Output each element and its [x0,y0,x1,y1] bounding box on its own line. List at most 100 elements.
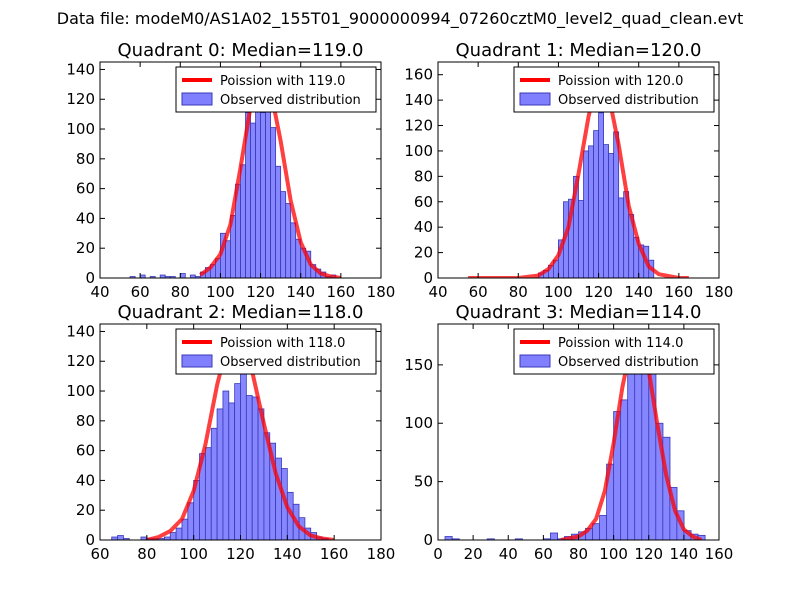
x-tick-label: 160 [320,545,349,563]
axes-frame [99,61,382,279]
x-tick-label: 120 [246,283,275,301]
x-tick-label: 20 [464,545,483,563]
x-tick-label: 120 [226,545,255,563]
y-tick-label: 40 [76,471,95,489]
x-tick-label: 0 [433,545,443,563]
x-tick-label: 140 [624,283,653,301]
y-tick-label: 140 [404,91,433,109]
legend-observed-swatch [519,354,551,368]
legend-observed-label: Observed distribution [220,355,361,370]
histogram-bar [240,164,246,278]
chart-panel-3: 0 20 40 60 80 100 120 140 160 0 50 100 150 Quadrant 3… [404,302,733,563]
plot-content [111,333,335,540]
x-tick-label: 40 [90,283,109,301]
histogram-bar [225,240,231,278]
histogram-bar [222,390,230,540]
histogram-bar [627,364,636,540]
y-tick-label: 80 [76,150,95,168]
y-tick-label: 20 [414,244,433,262]
histogram-bar [265,110,272,278]
x-tick-label: 40 [428,283,447,301]
histogram-bar [588,145,594,278]
y-tick-label: 0 [423,269,433,287]
y-tick-label: 0 [85,269,95,287]
histogram-bar [608,153,615,278]
histogram-bar [641,364,650,540]
histogram-bar [275,165,282,278]
chart-title: Quadrant 0: Median=119.0 [118,40,364,61]
y-tick-label: 80 [76,412,95,430]
x-tick-label: 180 [367,545,396,563]
y-tick-label: 100 [404,142,433,160]
x-tick-label: 40 [499,545,518,563]
legend-poisson-label: Poission with 114.0 [558,336,683,351]
histogram-bar [593,130,599,278]
x-tick-label: 80 [137,545,156,563]
histogram-bar [210,427,218,540]
x-tick-label: 180 [367,283,396,301]
x-tick-label: 160 [705,545,734,563]
x-tick-label: 180 [705,283,734,301]
x-tick-label: 60 [469,283,488,301]
x-tick-label: 160 [327,283,356,301]
histogram-bar [169,532,177,540]
histogram-bar [290,222,297,278]
figure-suptitle: Data file: modeM0/AS1A02_155T01_90000009… [57,9,743,29]
x-tick-label: 80 [171,283,190,301]
x-tick-label: 80 [509,283,528,301]
histogram-bar [486,538,495,540]
histogram-bar [603,144,610,278]
x-tick-label: 100 [544,283,573,301]
histogram-bar [592,523,601,540]
y-tick-label: 60 [76,180,95,198]
x-tick-label: 100 [179,545,208,563]
x-tick-label: 60 [90,545,109,563]
histogram-bar [578,200,584,278]
histogram-bar [204,447,212,540]
histogram-bar [620,399,629,540]
histogram-bar [234,383,241,540]
legend-poisson-label: Poission with 118.0 [220,336,345,351]
legend-observed-swatch [181,92,213,106]
histogram-bar [285,203,292,278]
x-tick-label: 60 [534,545,553,563]
legend-poisson-label: Poission with 119.0 [220,74,345,89]
legend-observed-swatch [519,92,551,106]
y-tick-label: 120 [66,90,95,108]
y-tick-label: 50 [414,473,433,491]
legend-observed-label: Observed distribution [220,93,361,108]
histogram-bar [255,101,261,278]
histogram-bar [187,502,195,540]
y-tick-label: 100 [66,382,95,400]
y-tick-label: 100 [66,120,95,138]
y-tick-label: 120 [66,352,95,370]
histogram-bar [175,527,183,540]
x-tick-label: 100 [206,283,235,301]
plot-content [129,65,342,278]
histogram-bar [240,372,247,540]
histogram-bar [129,276,136,278]
x-tick-label: 140 [670,545,699,563]
y-tick-label: 140 [66,60,95,78]
legend-observed-label: Observed distribution [558,93,699,108]
y-tick-label: 150 [404,356,433,374]
axes-frame [437,61,720,279]
histogram-bar [514,538,523,540]
chart-title: Quadrant 3: Median=114.0 [456,302,702,323]
legend-observed-swatch [181,354,213,368]
chart-title: Quadrant 1: Median=120.0 [456,40,702,61]
y-tick-label: 100 [404,414,433,432]
histogram-bar [251,396,259,540]
histogram-bar [613,131,620,278]
chart-panel-2: 60 80 100 120 140 160 180 0 20 40 60 80 100 120 140 Qua… [66,302,395,563]
histogram-bar [181,518,189,540]
histogram-bar [451,538,460,540]
x-tick-label: 80 [569,545,588,563]
x-tick-label: 120 [634,545,663,563]
histogram-bar [550,532,559,540]
x-tick-label: 60 [131,283,150,301]
histogram-bar [260,112,266,278]
histogram-bar [216,408,224,540]
y-tick-label: 40 [76,209,95,227]
